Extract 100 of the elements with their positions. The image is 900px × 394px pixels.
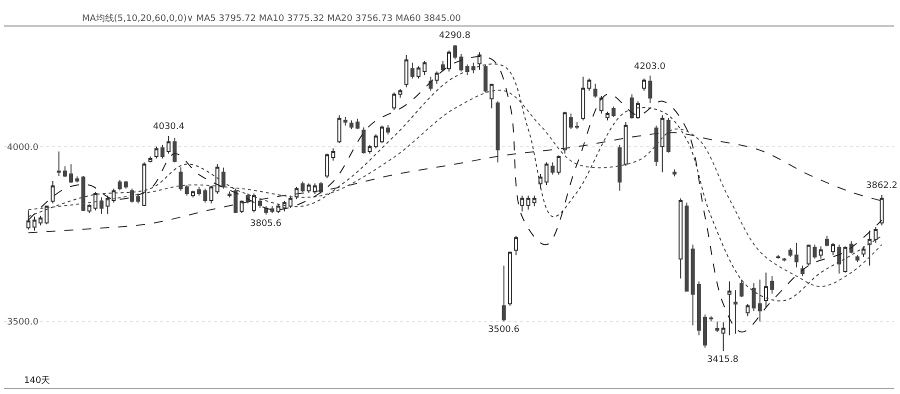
candlestick [874,226,878,244]
candlestick [87,204,92,214]
candlestick [703,314,708,348]
candlestick [392,92,396,110]
candlestick [154,146,158,160]
candlestick [136,193,140,204]
candlestick [380,125,384,144]
candlestick [618,144,622,192]
candlestick [862,246,866,258]
candlestick [746,304,750,317]
candlestick [709,316,714,322]
candlestick [776,254,780,260]
annotation: 3805.6 [250,219,282,229]
candlestick [416,66,421,79]
candlestick [184,184,189,196]
candlestick [38,215,43,226]
candlestick [843,246,848,274]
candlestick [368,144,372,154]
candlestick [44,206,49,225]
candlestick [422,60,427,76]
candlestick [69,164,74,184]
candlestick [410,62,414,79]
candlestick [831,242,836,256]
candlestick [221,167,226,190]
candlestick [612,106,616,118]
candlestick [203,188,208,204]
candlestick [178,166,183,192]
candlestick [337,114,342,144]
candlestick [404,54,408,88]
annotation: 4030.4 [153,122,185,132]
annotation: 140天 [24,375,50,386]
candlestick [550,162,555,176]
annotation: 3500.6 [488,325,520,335]
candlestick [721,322,726,352]
candlestick [172,137,177,163]
candlestick [343,116,348,126]
candlestick [690,244,695,326]
candlestick [331,148,336,162]
candlestick [606,111,610,121]
candlestick [288,195,292,208]
candlestick [282,200,286,212]
candlestick [520,195,524,212]
candlestick [166,136,171,154]
candlestick [593,83,598,98]
candlestick [715,321,720,333]
candlestick [142,162,146,207]
candlestick [362,126,366,154]
candlestick [209,185,214,204]
candlestick [228,190,232,198]
candlestick [306,182,311,194]
candlestick [62,166,67,178]
candlestick [794,242,798,268]
candlestick [812,244,817,260]
candlestick [386,124,390,135]
candlestick [678,198,683,280]
candlestick [734,290,738,334]
candlestick [197,186,202,196]
candlestick [190,190,195,198]
candlestick [130,188,134,204]
candlestick [824,235,829,247]
candlestick [770,276,774,294]
candlestick [556,154,561,176]
candlestick [124,180,128,190]
candlestick [264,206,268,216]
candlestick [636,100,640,120]
candlestick [696,280,701,336]
candlestick [300,181,305,193]
candlestick [526,195,530,210]
candlestick [764,272,768,308]
candlestick [642,78,646,92]
candlestick [106,195,110,214]
candlestick [788,248,792,258]
candlestick [349,120,354,130]
candlestick [252,193,256,213]
candlestick [654,125,658,166]
candlestick [447,50,451,72]
candlestick [118,179,122,191]
candlestick [93,192,98,211]
annotation: 4203.0 [634,62,666,72]
candlestick [374,134,378,149]
candlestick [398,88,402,98]
candlestick [490,83,494,109]
candlestick [502,265,506,322]
annotation: 4290.8 [439,31,471,41]
candlestick [514,235,518,256]
y-tick-label: 3500.0 [7,318,39,328]
candlestick [868,230,872,266]
candlestick [434,70,439,84]
candlestick [496,100,500,163]
candlestick [544,162,549,186]
candlestick [666,117,670,154]
candlestick [477,52,482,70]
candlestick [648,75,652,104]
candlestick [630,94,634,120]
candlestick [672,168,677,177]
candlestick [100,196,104,214]
annotation: 3862.2 [866,181,898,191]
candlestick [428,76,433,92]
candlestick [75,176,80,183]
candlestick [727,280,732,336]
